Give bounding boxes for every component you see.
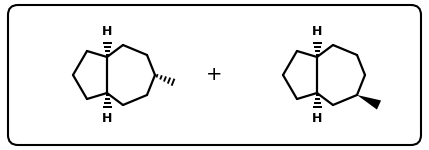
Text: +: + [206,66,222,84]
FancyBboxPatch shape [8,5,421,145]
Text: H: H [102,112,112,125]
Polygon shape [357,95,381,110]
Text: H: H [312,25,322,38]
Text: H: H [102,25,112,38]
Text: H: H [312,112,322,125]
